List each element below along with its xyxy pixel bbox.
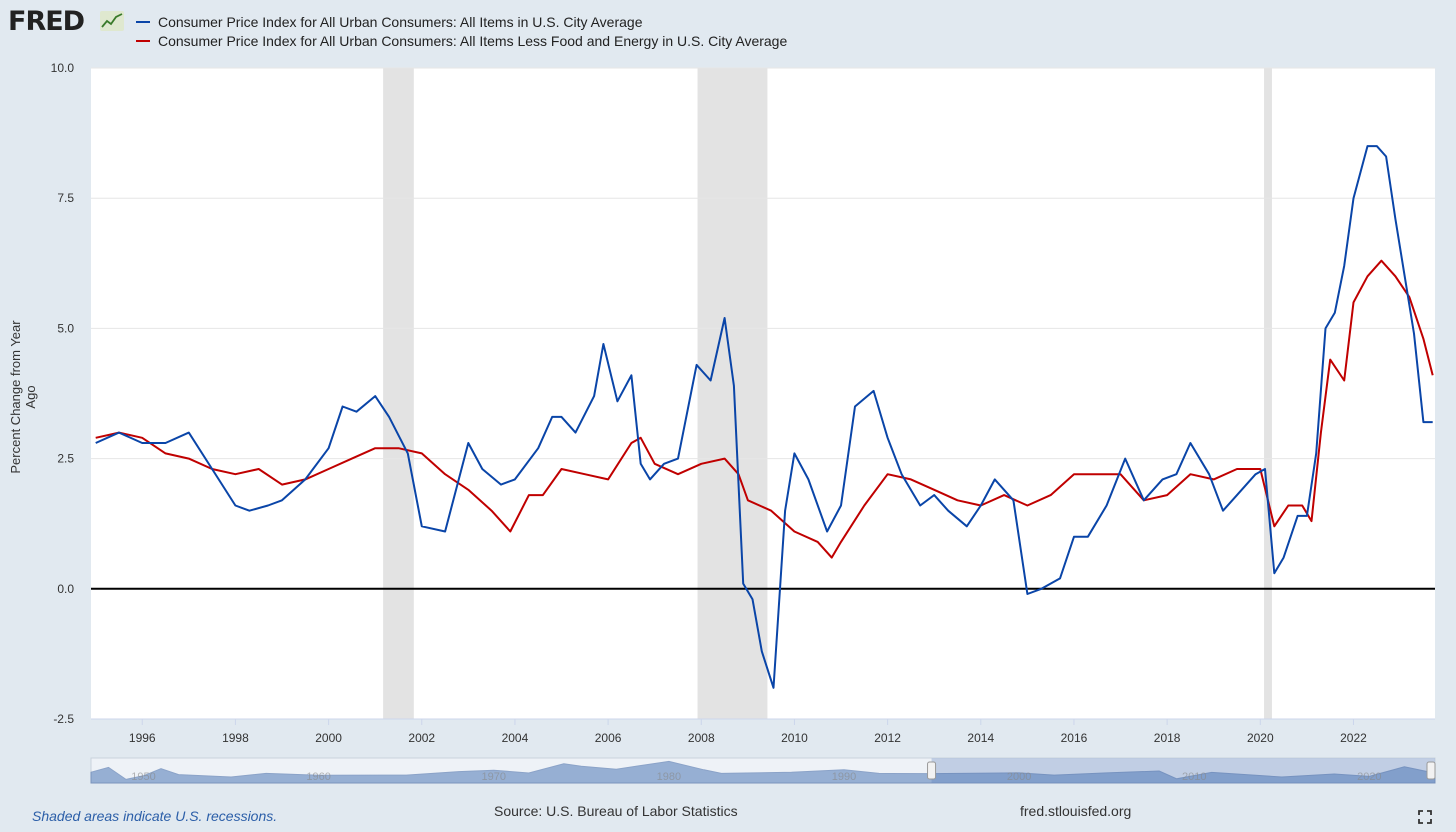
x-tick-label: 2022 [1340,731,1367,745]
navigator-handle[interactable] [1426,761,1436,780]
navigator-year-label: 1980 [657,771,681,783]
x-tick-label: 2012 [874,731,901,745]
x-tick-label: 1996 [129,731,156,745]
recession-note: Shaded areas indicate U.S. recessions. [32,808,278,824]
chart-line-icon [100,11,124,31]
chart-legend: Consumer Price Index for All Urban Consu… [136,12,787,50]
navigator-year-label: 2020 [1357,771,1381,783]
y-axis-ticks: -2.5 0.0 2.5 5.0 7.5 10.0 [51,61,75,726]
legend-item-cpi-core[interactable]: Consumer Price Index for All Urban Consu… [136,31,787,50]
range-navigator: 1950 1960 1970 1980 1990 2000 2010 2020 [90,757,1436,784]
navigator-handle[interactable] [927,761,937,780]
series-line[interactable] [95,145,1433,689]
navigator-year-label: 1970 [482,771,506,783]
recession-band [383,68,414,719]
fullscreen-icon[interactable] [1418,810,1432,824]
series-line[interactable] [95,259,1434,559]
legend-label: Consumer Price Index for All Urban Consu… [158,32,788,49]
y-tick-label: 0.0 [57,582,74,596]
x-tick-label: 2010 [781,731,808,745]
navigator-year-label: 1990 [832,771,856,783]
y-tick-label: -2.5 [53,712,74,726]
x-tick-label: 2004 [502,731,529,745]
fred-logo[interactable]: FRED [8,6,85,37]
data-series [95,145,1434,689]
source-text[interactable]: Source: U.S. Bureau of Labor Statistics [494,803,738,819]
navigator-year-label: 2010 [1182,771,1206,783]
x-tick-label: 2006 [595,731,622,745]
y-tick-label: 10.0 [51,61,75,75]
navigator-year-label: 1960 [306,771,330,783]
navigator-year-label: 2000 [1007,771,1031,783]
x-axis-ticks: 1996 1998 2000 2002 2004 2006 2008 2010 2012 2014… [91,718,1435,745]
recession-bands [383,68,1272,719]
y-tick-label: 2.5 [57,452,74,466]
legend-swatch-red [136,39,150,42]
legend-item-cpi-all-items[interactable]: Consumer Price Index for All Urban Consu… [136,12,787,31]
y-axis-label: Percent Change from Year Ago [8,320,38,474]
navigator-series [90,760,1436,784]
x-tick-label: 2018 [1154,731,1181,745]
navigator-year-label: 1950 [131,771,155,783]
x-tick-label: 2014 [967,731,994,745]
x-tick-label: 2002 [408,731,435,745]
x-tick-label: 1998 [222,731,249,745]
x-tick-label: 2020 [1247,731,1274,745]
y-tick-label: 7.5 [57,191,74,205]
legend-label: Consumer Price Index for All Urban Consu… [158,13,643,30]
legend-swatch-blue [136,20,150,23]
recession-band [1264,68,1272,719]
y-tick-label: 5.0 [57,321,74,335]
x-tick-label: 2016 [1061,731,1088,745]
x-tick-label: 2008 [688,731,715,745]
site-link[interactable]: fred.stlouisfed.org [1020,803,1132,819]
x-tick-label: 2000 [315,731,342,745]
recession-band [697,68,768,719]
